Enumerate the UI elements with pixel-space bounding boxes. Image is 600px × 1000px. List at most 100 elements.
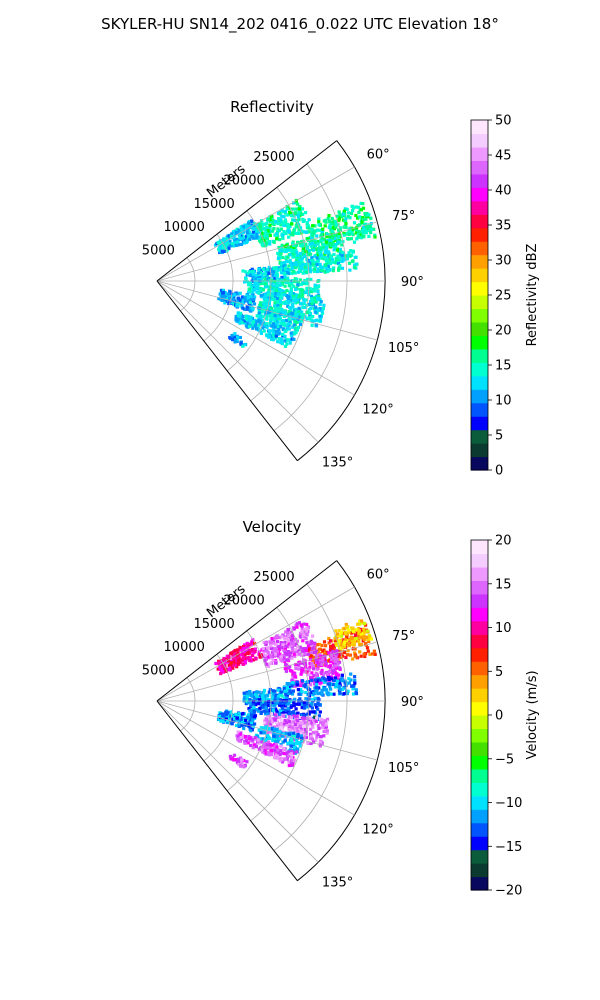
field-cell [257, 728, 261, 732]
field-cell [243, 319, 247, 323]
field-cell [302, 627, 307, 631]
field-cell [329, 645, 333, 649]
field-cell [285, 247, 289, 251]
field-cell [286, 276, 290, 280]
field-cell [306, 253, 310, 257]
field-cell [338, 681, 342, 685]
field-cell [282, 656, 286, 660]
field-cell [309, 294, 314, 298]
field-cell [292, 704, 296, 708]
theta-tick-label: 60° [367, 147, 390, 162]
field-cell [281, 728, 285, 732]
field-cell [334, 238, 338, 242]
field-cell [258, 303, 263, 307]
field-cell [342, 233, 346, 237]
field-cell [269, 314, 273, 318]
field-cell [333, 685, 338, 689]
field-cell [274, 643, 278, 647]
field-cell [295, 328, 299, 332]
field-cell [341, 679, 345, 683]
grid-spoke [156, 166, 355, 282]
field-cell [257, 747, 261, 751]
field-cell [289, 249, 293, 253]
field-cell [260, 740, 264, 744]
field-cell [304, 230, 309, 234]
field-cell [238, 645, 242, 649]
field-cell [314, 719, 318, 723]
field-cell [266, 646, 270, 650]
field-cell [239, 236, 243, 241]
field-cell [271, 229, 275, 233]
field-cell [247, 707, 251, 711]
field-cell [287, 283, 292, 287]
field-cell [351, 657, 355, 661]
field-cell [267, 740, 271, 744]
field-cell [286, 627, 291, 632]
field-cell [310, 297, 314, 301]
field-cell [308, 701, 312, 705]
field-cell [311, 287, 315, 291]
field-cell [282, 223, 286, 227]
field-cell [287, 312, 291, 316]
field-cell [227, 654, 231, 658]
field-cell [282, 215, 286, 219]
field-cell [295, 320, 299, 324]
field-cell [256, 738, 260, 742]
field-cell [280, 757, 284, 761]
field-cell [235, 655, 239, 659]
field-cell [331, 258, 335, 262]
field-cell [275, 232, 279, 236]
field-cell [276, 722, 280, 726]
field-cell [291, 233, 295, 237]
field-cell [251, 718, 255, 722]
field-cell [237, 238, 241, 242]
field-cell [232, 716, 236, 720]
field-cell [278, 701, 283, 705]
field-cell [289, 214, 293, 218]
field-cell [276, 640, 280, 644]
field-cell [244, 656, 248, 660]
field-cell [356, 233, 360, 237]
field-cell [315, 735, 319, 739]
field-cell [276, 312, 280, 316]
field-cell [249, 294, 253, 298]
field-cell [327, 682, 331, 686]
field-cell [293, 320, 297, 324]
field-cell [255, 228, 259, 232]
field-cell [219, 288, 224, 292]
field-cell [316, 724, 320, 728]
field-cell [278, 238, 282, 242]
field-cell [302, 706, 307, 710]
field-cell [286, 322, 290, 326]
field-cell [234, 723, 239, 728]
field-cell [307, 218, 311, 222]
field-cell [280, 214, 284, 218]
field-cell [331, 682, 335, 687]
field-cell [263, 222, 267, 226]
field-cell [249, 721, 254, 725]
field-cell [280, 233, 285, 237]
field-cell [344, 216, 348, 220]
field-cell [295, 623, 299, 628]
field-cell [288, 319, 292, 323]
field-cell [279, 337, 284, 341]
field-cell [279, 646, 283, 650]
field-cell [298, 293, 302, 297]
field-cell [289, 744, 293, 748]
colorbar-segment [471, 200, 488, 215]
field-cell [286, 741, 290, 745]
field-cell [284, 669, 288, 673]
field-cell [224, 669, 228, 673]
field-cell [262, 709, 266, 713]
field-cell [253, 649, 257, 653]
field-cell [314, 732, 318, 736]
field-cell [289, 716, 293, 720]
field-cell [223, 663, 227, 667]
field-cell [296, 270, 300, 274]
field-cell [276, 748, 280, 752]
field-cell [362, 235, 366, 239]
grid-spoke [156, 700, 378, 761]
field-cell [275, 727, 279, 731]
colorbar-segment [471, 607, 488, 622]
field-cell [300, 240, 304, 244]
